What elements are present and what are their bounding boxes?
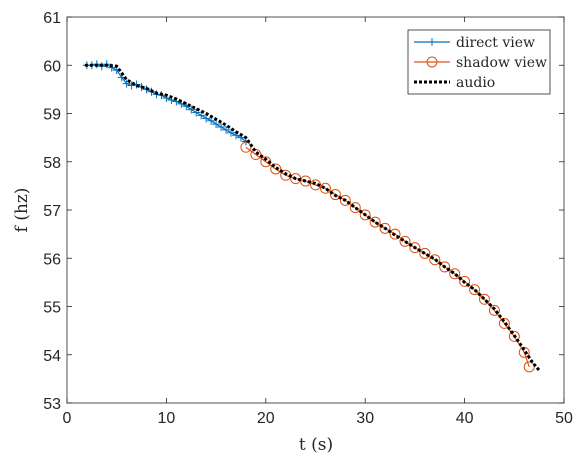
y-tick-label: 56: [43, 251, 61, 268]
series-layer: [82, 60, 541, 373]
data-point: [508, 330, 520, 342]
data-point: [478, 293, 490, 305]
legend-marker: [428, 38, 436, 46]
data-point: [439, 261, 451, 273]
data-point: [310, 179, 321, 191]
data-point: [389, 228, 401, 240]
x-tick-label: 30: [356, 410, 374, 427]
data-point: [523, 361, 535, 373]
y-tick-label: 55: [43, 300, 61, 317]
data-point: [217, 123, 226, 132]
legend-label: shadow view: [456, 55, 547, 71]
legend-label: direct view: [456, 35, 535, 51]
data-point: [329, 189, 341, 201]
data-point: [127, 81, 136, 90]
data-point: [187, 105, 196, 114]
legend-marker: [426, 56, 438, 68]
data-point: [122, 79, 131, 88]
data-point: [419, 247, 431, 259]
data-point: [459, 275, 471, 287]
x-axis: 0 10 20 30 40 50: [63, 17, 573, 427]
series-line: [84, 63, 541, 372]
y-tick-label: 53: [43, 396, 61, 413]
data-point: [409, 242, 421, 254]
x-tick-label: 20: [257, 410, 275, 427]
data-point: [222, 125, 231, 134]
y-axis-label: f (hz): [12, 188, 32, 233]
data-point: [498, 317, 510, 329]
x-tick-label: 0: [63, 410, 72, 427]
y-tick-label: 58: [43, 155, 61, 172]
series-audio: [84, 63, 541, 372]
legend-label: audio: [456, 75, 495, 91]
data-point: [192, 108, 201, 117]
x-tick-label: 40: [456, 410, 474, 427]
y-tick-label: 57: [43, 203, 61, 220]
data-point: [319, 182, 331, 194]
data-point: [429, 254, 441, 266]
data-point: [197, 111, 206, 120]
data-point: [339, 194, 351, 206]
data-point: [449, 268, 461, 280]
y-tick-label: 59: [43, 107, 61, 124]
data-point: [349, 202, 361, 214]
x-tick-label: 50: [555, 410, 573, 427]
data-point: [379, 222, 391, 234]
y-axis: 53 54 55 56 57 58 59 60 61: [43, 10, 564, 413]
data-point: [399, 235, 411, 247]
data-point: [488, 304, 500, 316]
y-tick-label: 61: [43, 10, 61, 27]
data-point: [369, 216, 381, 228]
y-tick-label: 60: [43, 58, 61, 75]
data-point: [469, 284, 481, 296]
data-point: [359, 209, 371, 221]
data-point: [212, 120, 221, 129]
data-point: [270, 163, 282, 175]
x-axis-label: t (s): [299, 435, 333, 455]
x-tick-label: 10: [158, 410, 176, 427]
data-point: [202, 114, 211, 123]
y-tick-label: 54: [43, 348, 61, 365]
legend: direct view shadow view audio: [407, 29, 551, 95]
